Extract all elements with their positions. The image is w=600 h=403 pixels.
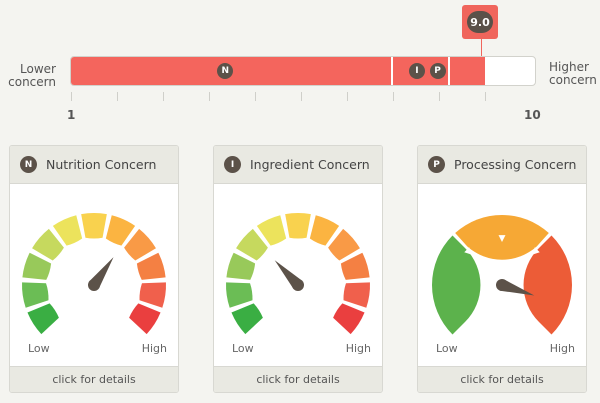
gauge-segment: [105, 215, 136, 246]
card-title: Processing Concern: [454, 157, 577, 172]
ingredient-concern-card[interactable]: I Ingredient Concern Low High click for …: [213, 145, 383, 393]
gauge-segment: [81, 213, 107, 239]
card-title: Ingredient Concern: [250, 157, 370, 172]
lower-label-line1: Lower: [20, 62, 56, 76]
gauge-low-label: Low: [28, 342, 50, 355]
card-header: P Processing Concern: [418, 146, 586, 184]
gauge-segment: [328, 228, 360, 261]
ingredient-gauge: [226, 213, 370, 335]
gauge-needle-hub: [496, 279, 508, 291]
processing-concern-card[interactable]: P Processing Concern Low High click for …: [417, 145, 587, 393]
processing-badge: P: [428, 156, 445, 173]
gauge-low-label: Low: [232, 342, 254, 355]
score-badge: 9.0: [462, 5, 498, 39]
card-header: I Ingredient Concern: [214, 146, 382, 184]
scale-marker-p: P: [429, 63, 446, 79]
gauge-segment: [236, 228, 268, 261]
scale-divider: [391, 57, 394, 85]
gauge-low-label: Low: [436, 342, 458, 355]
nutrition-badge: N: [20, 156, 37, 173]
scale-axis: [70, 92, 536, 102]
scale-max-label: 10: [524, 108, 541, 122]
ingredient-badge: I: [224, 156, 241, 173]
gauge-high-label: High: [345, 342, 371, 355]
card-title: Nutrition Concern: [46, 157, 157, 172]
scale-tick: [209, 92, 210, 101]
gauge-segment: [52, 215, 83, 246]
gauge-segment: [139, 282, 166, 308]
higher-label-line2: concern: [549, 73, 597, 87]
nutrition-concern-card[interactable]: N Nutrition Concern Low High click for d…: [9, 145, 179, 393]
gauge-segment: [256, 215, 287, 246]
gauge-high-label: High: [141, 342, 167, 355]
gauge-segment: [32, 228, 64, 261]
gauge-segment: [231, 303, 263, 335]
gauge-segment: [129, 303, 161, 335]
higher-concern-label: Higher concern: [549, 61, 600, 87]
gauge-segment: [22, 252, 52, 280]
scale-tick: [301, 92, 302, 101]
lower-concern-label: Lower concern: [8, 63, 56, 89]
gauge-high-label: High: [549, 342, 575, 355]
gauge-segment: [226, 252, 256, 280]
gauge-band: [432, 235, 481, 335]
card-header: N Nutrition Concern: [10, 146, 178, 184]
scale-tick: [117, 92, 118, 101]
scale-tick: [255, 92, 256, 101]
gauge-segment: [226, 282, 253, 308]
gauge-needle-hub: [88, 279, 100, 291]
scale-marker-n: N: [217, 63, 234, 79]
gauge-needle: [500, 279, 535, 296]
lower-label-line2: concern: [8, 75, 56, 89]
gauge-notch: [464, 247, 472, 255]
scale-tick: [347, 92, 348, 101]
nutrition-gauge: [22, 213, 166, 335]
gauge-segment: [285, 213, 311, 239]
scale-divider: [447, 57, 450, 85]
gauge-segment: [136, 252, 166, 280]
gauge-segment: [340, 252, 370, 280]
gauge-needle-hub: [292, 279, 304, 291]
processing-gauge: [432, 215, 572, 335]
processing-details-link[interactable]: click for details: [418, 366, 586, 392]
scale-min-label: 1: [67, 108, 76, 122]
gauge-band: [523, 235, 572, 335]
gauge-segment: [27, 303, 59, 335]
gauge-segment: [309, 215, 340, 246]
scale-tick: [393, 92, 394, 101]
scale-tick: [439, 92, 440, 101]
scale-marker-i: I: [408, 63, 425, 79]
scale-tick: [163, 92, 164, 101]
gauge-notch: [498, 235, 506, 242]
higher-label-line1: Higher: [549, 60, 589, 74]
concern-scale-bar: [70, 56, 536, 86]
gauge-segment: [124, 228, 156, 261]
gauge-segment: [22, 282, 49, 308]
nutrition-details-link[interactable]: click for details: [10, 366, 178, 392]
score-pointer-line: [481, 39, 482, 57]
scale-tick: [71, 92, 72, 101]
ingredient-details-link[interactable]: click for details: [214, 366, 382, 392]
score-value: 9.0: [467, 11, 493, 33]
scale-tick: [485, 92, 486, 101]
gauge-segment: [333, 303, 365, 335]
gauge-notch: [532, 247, 540, 255]
gauge-segment: [343, 282, 370, 308]
